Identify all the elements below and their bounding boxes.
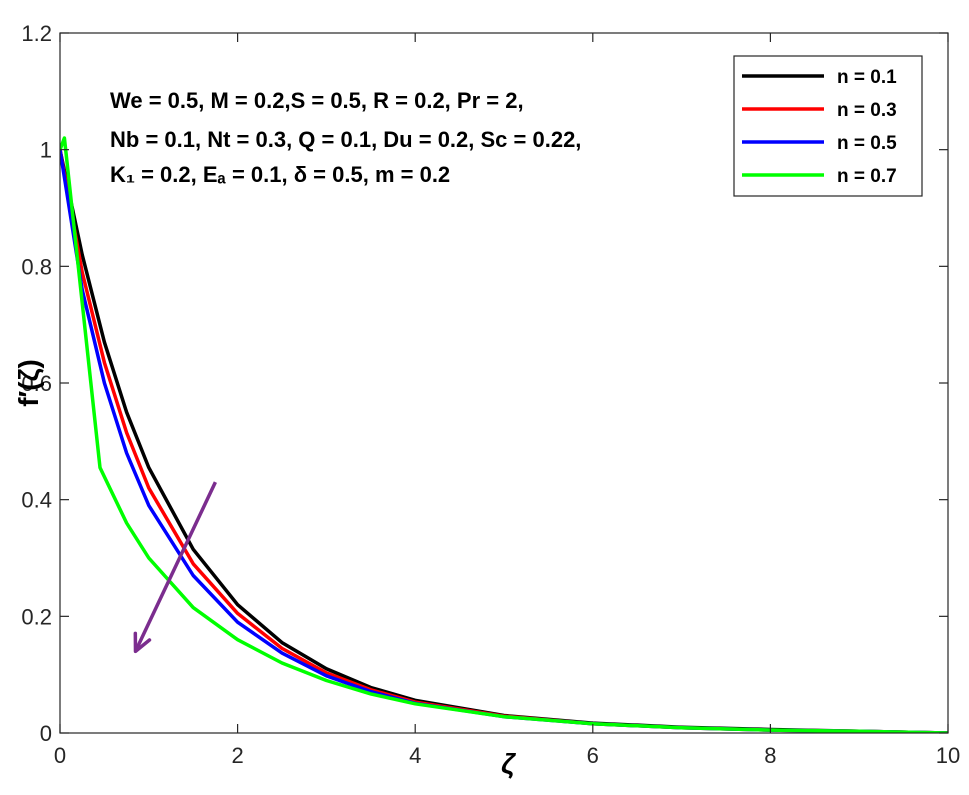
trend-arrow-head bbox=[133, 631, 152, 654]
legend-label-2: n = 0.3 bbox=[837, 100, 897, 121]
x-axis-label: ζ bbox=[501, 748, 516, 779]
x-tick-label: 4 bbox=[409, 743, 421, 768]
y-tick-label: 0.4 bbox=[21, 488, 52, 513]
x-tick-label: 8 bbox=[764, 743, 776, 768]
y-tick-label: 1.2 bbox=[21, 21, 52, 46]
y-tick-label: 0.6 bbox=[21, 371, 52, 396]
y-tick-label: 1 bbox=[40, 138, 52, 163]
axes: 0 2 4 6 8 10 0 0.2 0.4 0.6 0.8 1 1.2 ζ f′(ζ) bbox=[13, 21, 960, 779]
parameter-line-2: Nb = 0.1, Nt = 0.3, Q = 0.1, Du = 0.2, S… bbox=[110, 127, 581, 152]
series-line-4 bbox=[60, 136, 948, 733]
legend-label-4: n = 0.7 bbox=[837, 166, 897, 187]
x-tick-label: 10 bbox=[936, 743, 960, 768]
trend-arrow-shaft bbox=[133, 481, 217, 653]
y-tick-label: 0 bbox=[40, 721, 52, 746]
legend-box bbox=[733, 55, 923, 197]
y-axis-label: f′(ζ) bbox=[13, 359, 44, 407]
annotation: We = 0.5, M = 0.2,S = 0.5, R = 0.2, Pr =… bbox=[110, 88, 581, 654]
x-tick-label: 6 bbox=[587, 743, 599, 768]
legend-label-3: n = 0.5 bbox=[837, 133, 897, 154]
y-tick-label: 0.2 bbox=[21, 604, 52, 629]
parameter-line-3: K₁ = 0.2, Eₐ = 0.1, δ = 0.5, m = 0.2 bbox=[110, 162, 450, 187]
x-tick-label: 0 bbox=[54, 743, 66, 768]
x-tick-label: 2 bbox=[231, 743, 243, 768]
parameter-line-1: We = 0.5, M = 0.2,S = 0.5, R = 0.2, Pr =… bbox=[110, 88, 524, 113]
legend: n = 0.1 n = 0.3 n = 0.5 n = 0.7 bbox=[733, 55, 923, 197]
series-group bbox=[60, 136, 948, 733]
y-tick-label: 0.8 bbox=[21, 254, 52, 279]
legend-label-1: n = 0.1 bbox=[837, 67, 897, 88]
